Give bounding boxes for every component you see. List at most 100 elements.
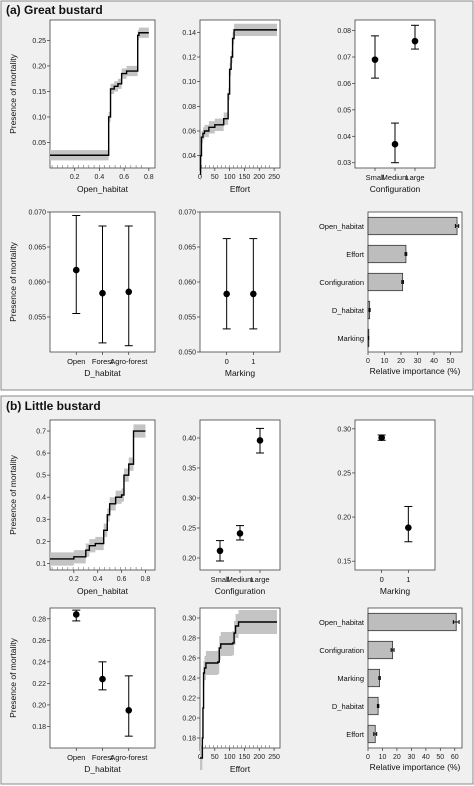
point-estimate bbox=[378, 434, 385, 441]
x-axis-title: D_habitat bbox=[84, 368, 121, 378]
x-tick-label: 30 bbox=[407, 754, 415, 761]
x-tick-label: 20 bbox=[393, 754, 401, 761]
chart-s1-2: 0.15 0.20 0.25 0.30 0 1 Marking bbox=[337, 419, 436, 596]
y-tick-label: 0.25 bbox=[182, 526, 196, 533]
y-tick-label: 0.050 bbox=[178, 350, 196, 357]
y-tick-label: 0.070 bbox=[178, 210, 196, 217]
category-label: 1 bbox=[406, 575, 410, 584]
y-tick-label: 0.22 bbox=[182, 696, 196, 703]
y-tick-label: 0.065 bbox=[28, 245, 46, 252]
plot-area bbox=[199, 211, 281, 353]
y-tick-label: 0.10 bbox=[182, 79, 196, 86]
x-tick-label: 50 bbox=[211, 174, 219, 181]
y-tick-label: 0.26 bbox=[182, 656, 196, 663]
x-axis-title: Marking bbox=[380, 586, 411, 596]
plot-area bbox=[199, 419, 281, 571]
plot-area bbox=[354, 419, 436, 571]
category-label: Open bbox=[67, 753, 85, 762]
y-tick-label: 0.30 bbox=[182, 616, 196, 623]
x-tick-label: 0 bbox=[366, 358, 370, 365]
y-tick-label: 0.14 bbox=[182, 30, 196, 37]
x-tick-label: 0 bbox=[366, 754, 370, 761]
point-estimate bbox=[411, 37, 419, 45]
x-axis-title: Effort bbox=[230, 184, 251, 194]
category-label: 0 bbox=[225, 357, 229, 366]
y-tick-label: 0.05 bbox=[32, 140, 46, 147]
point-estimate bbox=[371, 56, 379, 63]
x-axis-title: Marking bbox=[225, 368, 256, 378]
response-line bbox=[50, 32, 149, 156]
y-axis-title: Presence of mortality bbox=[8, 53, 18, 134]
x-tick-label: 0.2 bbox=[69, 576, 79, 583]
importance-bar bbox=[367, 244, 407, 264]
y-tick-label: 0.10 bbox=[32, 114, 46, 121]
x-tick-label: 0.6 bbox=[119, 174, 129, 181]
bar-category-label: D_habitat bbox=[332, 306, 365, 315]
y-tick-label: 0.2 bbox=[36, 539, 46, 546]
y-tick-label: 0.18 bbox=[182, 736, 196, 743]
category-label: Small bbox=[211, 575, 230, 584]
response-line bbox=[199, 29, 278, 175]
x-tick-label: 40 bbox=[422, 754, 430, 761]
y-tick-label: 0.35 bbox=[182, 466, 196, 473]
chart-s1-0: 0.1 0.2 0.3 0.4 0.5 0.6 0.7 0.2 0.4 0.6 0.8 Presenc… bbox=[8, 419, 156, 596]
chart-s0-1: 0.040.060.080.100.120.14050100150200250E… bbox=[182, 19, 281, 194]
y-tick-label: 0.04 bbox=[182, 153, 196, 160]
bar-category-label: Marking bbox=[337, 334, 364, 343]
x-tick-label: 0.2 bbox=[70, 174, 80, 181]
x-axis-title: Relative importance (%) bbox=[370, 762, 461, 772]
importance-bar bbox=[367, 612, 457, 632]
y-tick-label: 0.15 bbox=[337, 559, 351, 566]
category-label: Forest bbox=[92, 753, 114, 762]
x-axis-title: Relative importance (%) bbox=[370, 366, 461, 376]
bar-category-label: D_habitat bbox=[332, 702, 365, 711]
y-axis-title: Presence of mortality bbox=[8, 454, 18, 535]
category-label: Large bbox=[405, 173, 424, 182]
bar-category-label: Configuration bbox=[319, 646, 364, 655]
y-tick-label: 0.070 bbox=[28, 210, 46, 217]
category-label: Agro-forest bbox=[110, 357, 148, 366]
plot-area bbox=[49, 19, 156, 169]
point-estimate bbox=[125, 288, 133, 296]
y-tick-label: 0.26 bbox=[32, 638, 46, 645]
x-axis-title: Effort bbox=[230, 764, 251, 774]
section-b-title: (b) Little bustard bbox=[6, 399, 101, 413]
bar-category-label: Marking bbox=[337, 674, 364, 683]
chart-s0-0: 0.05 0.10 0.15 0.20 0.25 0.2 0.4 0.6 0.8 Presence… bbox=[8, 19, 156, 194]
y-tick-label: 0.06 bbox=[182, 129, 196, 136]
y-tick-label: 0.25 bbox=[32, 38, 46, 45]
x-tick-label: 50 bbox=[436, 754, 444, 761]
charts-layer: 0.050.100.150.200.250.2 0.4 0.6 0.8Presence… bbox=[8, 19, 463, 774]
point-estimate bbox=[223, 290, 230, 298]
x-tick-label: 200 bbox=[253, 174, 265, 181]
y-tick-label: 0.20 bbox=[32, 63, 46, 70]
y-tick-label: 0.03 bbox=[337, 160, 351, 167]
response-line bbox=[50, 430, 146, 560]
importance-bar bbox=[367, 640, 393, 660]
x-tick-label: 150 bbox=[239, 174, 251, 181]
x-axis-title: Open_habitat bbox=[77, 586, 129, 596]
category-label: Agro-forest bbox=[110, 753, 148, 762]
y-tick-label: 0.08 bbox=[182, 104, 196, 111]
x-axis-title: Configuration bbox=[215, 586, 266, 596]
y-axis-title: Presence of mortality bbox=[8, 241, 18, 322]
category-label: Medium bbox=[382, 173, 409, 182]
y-tick-label: 0.04 bbox=[337, 134, 351, 141]
y-tick-label: 0.6 bbox=[36, 451, 46, 458]
y-tick-label: 0.24 bbox=[32, 659, 46, 666]
y-tick-label: 0.7 bbox=[36, 429, 46, 436]
plot-area bbox=[199, 19, 281, 169]
x-tick-label: 50 bbox=[211, 754, 219, 761]
x-axis-title: Open_habitat bbox=[77, 184, 129, 194]
y-tick-label: 0.060 bbox=[28, 280, 46, 287]
y-tick-label: 0.15 bbox=[32, 89, 46, 96]
y-tick-label: 0.28 bbox=[182, 636, 196, 643]
y-tick-label: 0.05 bbox=[337, 107, 351, 114]
y-tick-label: 0.20 bbox=[337, 515, 351, 522]
y-tick-label: 0.07 bbox=[337, 55, 351, 62]
y-tick-label: 0.18 bbox=[32, 724, 46, 731]
x-tick-label: 250 bbox=[268, 754, 280, 761]
chart-s0-5: 0 10 20 30 40 50 Open_habitat Effort Configurati… bbox=[319, 211, 463, 376]
y-tick-label: 0.20 bbox=[32, 702, 46, 709]
